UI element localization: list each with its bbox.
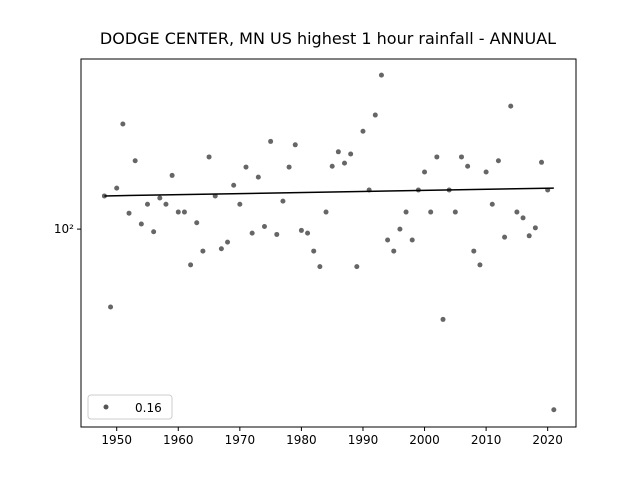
point [385,237,391,243]
point [335,149,341,155]
point [268,138,274,144]
point [532,225,538,231]
point [126,210,132,216]
point [144,201,150,207]
x-tick-label: 1990 [348,433,379,447]
point [465,163,471,169]
point [329,163,335,169]
point [452,209,458,215]
point [372,112,378,118]
point [169,172,175,178]
x-tick-label: 2020 [532,433,563,447]
point [422,169,428,175]
x-tick-label: 1950 [101,433,132,447]
legend-box [87,394,173,420]
point [403,209,409,215]
point [317,264,323,270]
y-tick-label: 10² [54,222,74,236]
point [477,262,483,268]
point [360,128,366,134]
point [181,209,187,215]
point [526,233,532,239]
point [255,174,261,180]
point [200,248,206,254]
point [188,262,194,268]
x-tick-label: 1980 [286,433,317,447]
point [551,407,557,413]
point [323,209,329,215]
x-tick-label: 2000 [409,433,440,447]
point [138,221,144,227]
point [508,103,514,109]
point [225,239,231,245]
point [175,209,181,215]
point [305,230,311,236]
point [249,230,255,236]
point [298,227,304,233]
point [520,215,526,221]
point [311,248,317,254]
point [243,164,249,170]
point [292,142,298,148]
point [434,154,440,160]
point [108,304,114,310]
point [514,209,520,215]
point [458,154,464,160]
point [261,224,267,230]
point [378,72,384,78]
point [206,154,212,160]
x-tick-label: 1960 [163,433,194,447]
trend-line [104,187,554,197]
point [114,185,120,191]
point [132,158,138,164]
point [502,234,508,240]
point [157,195,163,201]
point [354,264,360,270]
point [342,160,348,166]
point [151,229,157,235]
point [391,248,397,254]
point [120,121,126,127]
legend-label: 0.16 [135,401,162,415]
x-tick-label: 1970 [225,433,256,447]
point [274,231,280,237]
point [397,226,403,232]
point [428,209,434,215]
point [348,151,354,157]
point [218,246,224,252]
point [539,159,545,165]
chart-title: DODGE CENTER, MN US highest 1 hour rainf… [100,29,556,48]
point [237,201,243,207]
legend-marker [103,404,109,410]
point [280,198,286,204]
point [194,220,200,226]
point [495,158,501,164]
point [440,316,446,322]
x-tick-label: 2010 [471,433,502,447]
point [489,201,495,207]
plot-frame [80,58,577,428]
point [286,164,292,170]
point [409,237,415,243]
point [163,201,169,207]
point [471,248,477,254]
point [231,182,237,188]
point [483,169,489,175]
